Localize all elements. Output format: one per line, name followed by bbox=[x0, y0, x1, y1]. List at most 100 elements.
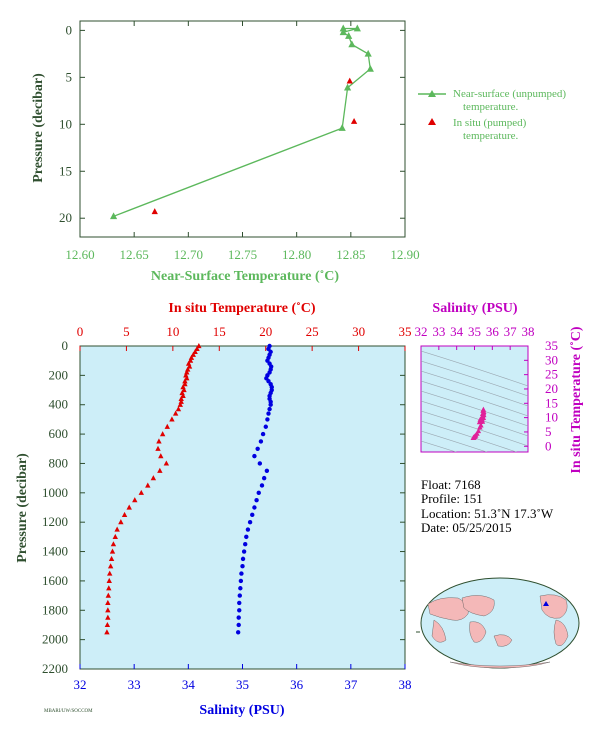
temperature-point bbox=[169, 416, 175, 422]
density-contour bbox=[421, 400, 528, 437]
y-tick-label: 10 bbox=[59, 116, 72, 131]
ts-sal-tick-label: 34 bbox=[450, 324, 464, 339]
sal-tick-label: 38 bbox=[399, 677, 412, 692]
density-contour bbox=[421, 440, 458, 452]
float-info: Float: 7168 Profile: 151 Location: 51.3˚… bbox=[421, 477, 554, 535]
salinity-point bbox=[258, 439, 264, 444]
ts-point bbox=[477, 416, 483, 422]
y-tick-label: 0 bbox=[62, 338, 69, 353]
map-landmass bbox=[539, 594, 568, 619]
temperature-point bbox=[114, 526, 120, 532]
temperature-point bbox=[132, 497, 138, 503]
density-contour bbox=[421, 410, 528, 447]
sal-tick-label: 36 bbox=[290, 677, 304, 692]
temp-tick-label: 35 bbox=[399, 324, 412, 339]
temperature-axis-label: In situ Temperature (˚C) bbox=[168, 301, 315, 316]
ts-salinity-axis: 32 33 34 35 36 37 38 bbox=[415, 324, 535, 350]
y-tick-label: 1000 bbox=[42, 485, 68, 500]
map-landmass bbox=[493, 634, 513, 647]
ts-point bbox=[477, 424, 483, 430]
x-tick-label: 12.75 bbox=[228, 247, 257, 262]
temperature-point bbox=[121, 511, 128, 517]
salinity-point bbox=[254, 497, 259, 503]
density-contour bbox=[421, 360, 528, 397]
salinity-point bbox=[259, 483, 265, 488]
ts-temp-tick-label: 0 bbox=[545, 438, 552, 453]
y-tick-label: 1600 bbox=[42, 573, 68, 588]
y-tick-label: 600 bbox=[49, 426, 69, 441]
map-landmass bbox=[427, 597, 469, 621]
temperature-point bbox=[106, 585, 112, 591]
temp-tick-label: 25 bbox=[306, 324, 319, 339]
temperature-point bbox=[106, 577, 112, 584]
ts-temp-tick-label: 15 bbox=[545, 395, 558, 410]
near-surface-line bbox=[113, 27, 371, 217]
near-surface-y-axis: 0 5 10 15 20 bbox=[59, 22, 405, 225]
float-location: Location: 51.3˚N 17.3˚W bbox=[421, 506, 554, 521]
temperature-point bbox=[196, 343, 202, 349]
salinity-point bbox=[241, 549, 247, 554]
ts-temp-tick-label: 35 bbox=[545, 338, 558, 353]
temperature-point bbox=[107, 563, 114, 569]
near-surface-x-label: Near-Surface Temperature (˚C) bbox=[151, 269, 340, 284]
y-tick-label: 0 bbox=[66, 22, 73, 37]
temp-tick-label: 0 bbox=[77, 324, 84, 339]
ts-temp-tick-label: 20 bbox=[545, 381, 558, 396]
y-tick-label: 1400 bbox=[42, 544, 68, 559]
sal-tick-label: 33 bbox=[128, 677, 141, 692]
temperature-point bbox=[118, 519, 124, 525]
salinity-point bbox=[268, 402, 273, 407]
map-landmass bbox=[461, 595, 495, 617]
ts-temp-tick-label: 5 bbox=[545, 424, 552, 439]
temperature-point bbox=[192, 348, 198, 354]
near-surface-point bbox=[353, 24, 361, 32]
legend-item-2-line1: In situ (pumped) bbox=[453, 117, 527, 129]
map-landmass bbox=[449, 661, 551, 669]
map-landmass bbox=[553, 619, 569, 646]
x-tick-label: 12.70 bbox=[174, 247, 203, 262]
near-surface-point bbox=[345, 32, 353, 39]
salinity-point bbox=[260, 431, 266, 437]
salinity-point bbox=[261, 475, 267, 481]
temperature-point bbox=[175, 406, 182, 412]
temp-tick-label: 20 bbox=[259, 324, 272, 339]
salinity-point bbox=[236, 622, 241, 628]
salinity-point bbox=[240, 556, 246, 562]
temperature-point bbox=[108, 555, 115, 561]
temperature-point bbox=[163, 460, 170, 466]
pumped-point bbox=[151, 208, 158, 215]
world-map bbox=[416, 577, 580, 669]
salinity-point bbox=[245, 527, 251, 532]
ts-temp-tick-label: 30 bbox=[545, 352, 558, 367]
salinity-point bbox=[239, 571, 244, 576]
ts-temp-tick-label: 25 bbox=[545, 367, 558, 382]
temperature-profile-series bbox=[104, 343, 202, 635]
ts-salinity-label: Salinity (PSU) bbox=[432, 301, 518, 316]
density-contour bbox=[421, 350, 528, 387]
salinity-point bbox=[264, 468, 270, 473]
y-tick-label: 800 bbox=[49, 455, 69, 470]
temperature-point bbox=[110, 541, 117, 547]
legend-item-2-line2: temperature. bbox=[463, 130, 519, 142]
salinity-point bbox=[244, 534, 249, 540]
temperature-point bbox=[107, 570, 113, 576]
near-surface-point bbox=[343, 83, 352, 91]
ts-point bbox=[479, 418, 486, 424]
salinity-point bbox=[263, 424, 268, 429]
x-tick-label: 12.65 bbox=[120, 247, 149, 262]
y-tick-label: 20 bbox=[59, 210, 72, 225]
temperature-point bbox=[104, 621, 111, 628]
temperature-point bbox=[158, 453, 164, 459]
temperature-point bbox=[184, 375, 190, 381]
temperature-point bbox=[180, 392, 186, 399]
profile-temperature-axis: 0 5 10 15 20 25 30 35 bbox=[77, 324, 412, 351]
salinity-point bbox=[247, 519, 253, 525]
ts-point bbox=[470, 434, 476, 441]
temperature-point bbox=[190, 351, 196, 357]
y-tick-label: 1800 bbox=[42, 602, 68, 617]
temp-tick-label: 15 bbox=[213, 324, 226, 339]
temperature-point bbox=[150, 475, 157, 481]
ts-sal-tick-label: 35 bbox=[468, 324, 481, 339]
temperature-point bbox=[164, 423, 170, 429]
